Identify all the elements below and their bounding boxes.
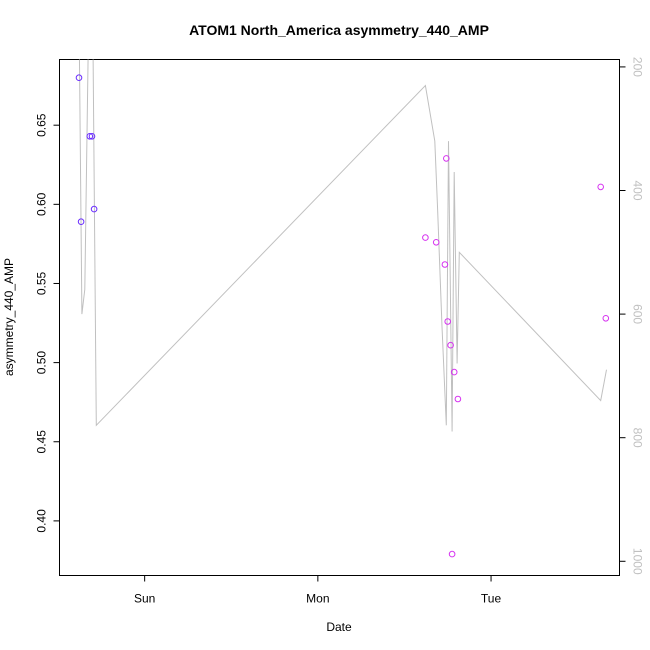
data-point xyxy=(88,133,96,140)
data-point xyxy=(454,395,462,403)
data-point xyxy=(432,239,440,246)
data-point xyxy=(441,261,449,268)
data-point xyxy=(450,368,458,376)
y-tick-label: 0.45 xyxy=(35,430,49,454)
data-point xyxy=(90,205,98,213)
x-axis-label: Date xyxy=(326,620,352,634)
x-tick-label: Sun xyxy=(134,592,155,606)
x-tick-label: Mon xyxy=(306,592,329,606)
right-tick-label: 200 xyxy=(630,57,644,77)
right-tick-label: 600 xyxy=(630,304,644,324)
data-point xyxy=(86,133,94,140)
chart-title: ATOM1 North_America asymmetry_440_AMP xyxy=(189,22,489,38)
data-point xyxy=(444,318,452,325)
data-points xyxy=(75,74,610,558)
data-point xyxy=(77,218,85,225)
right-tick-label: 800 xyxy=(630,428,644,448)
right-tick-label: 400 xyxy=(630,180,644,200)
data-point xyxy=(602,315,610,322)
y-tick-label: 0.40 xyxy=(35,509,49,533)
y-axis-label: asymmetry_440_AMP xyxy=(2,258,16,376)
data-point xyxy=(443,155,450,162)
y-axis: 0.40 0.45 0.50 0.55 0.60 0.65 xyxy=(35,113,60,533)
right-y-axis: 200 400 600 800 1000 xyxy=(619,57,644,575)
x-tick-label: Tue xyxy=(481,592,502,606)
y-tick-label: 0.50 xyxy=(35,351,49,375)
data-point xyxy=(447,341,454,349)
data-point xyxy=(422,234,429,241)
data-point xyxy=(597,183,605,191)
y-tick-label: 0.60 xyxy=(35,192,49,216)
data-point xyxy=(75,74,83,81)
plot-frame xyxy=(59,59,620,576)
series-line xyxy=(78,59,607,432)
right-axis-series xyxy=(78,59,607,432)
y-tick-label: 0.55 xyxy=(35,271,49,295)
data-point xyxy=(448,550,456,558)
y-tick-label: 0.65 xyxy=(35,113,49,137)
x-axis: Sun Mon Tue xyxy=(134,575,502,606)
right-tick-label: 1000 xyxy=(630,548,644,575)
